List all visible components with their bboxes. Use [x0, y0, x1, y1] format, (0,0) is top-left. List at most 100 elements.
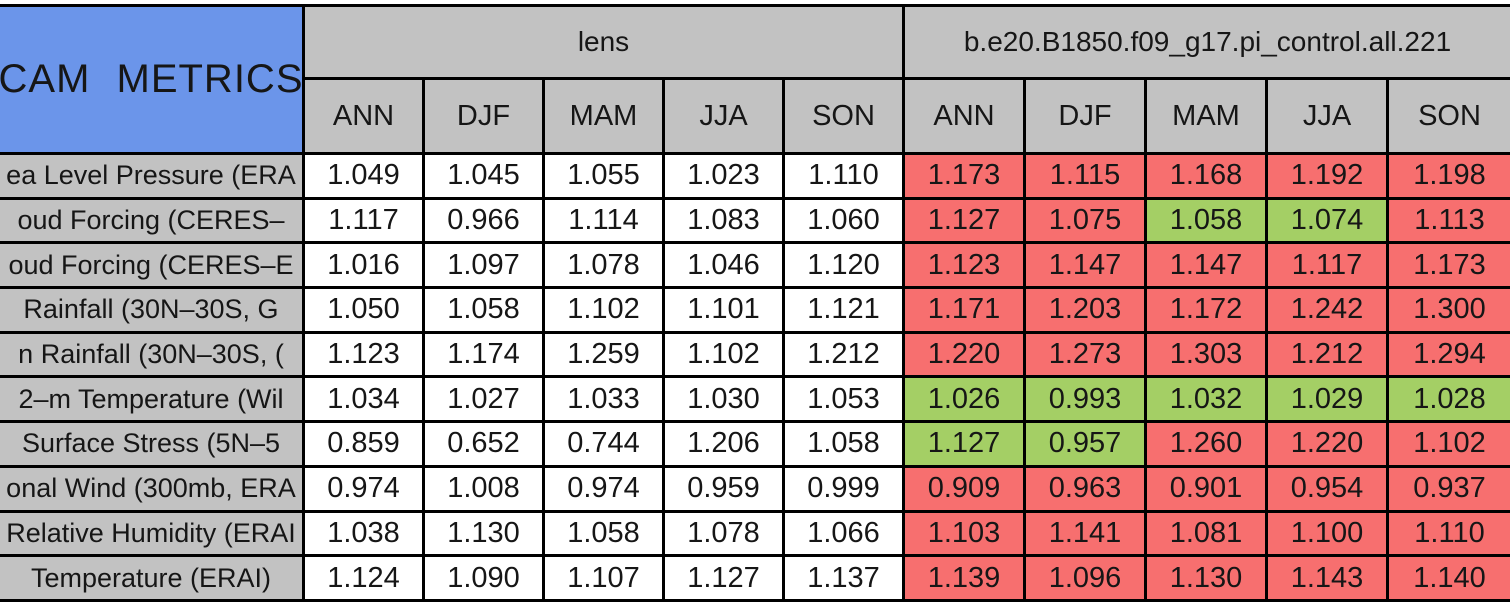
- metric-value-lens: 1.090: [425, 557, 545, 602]
- metric-value-control: 1.032: [1147, 378, 1268, 424]
- metric-value-control: 1.028: [1389, 378, 1510, 424]
- metric-value-control: 1.081: [1147, 512, 1268, 558]
- metric-value-control: 1.127: [905, 423, 1026, 468]
- metric-value-lens: 1.107: [545, 557, 665, 602]
- metric-value-control: 1.171: [905, 289, 1026, 334]
- metric-value-control: 1.058: [1147, 199, 1268, 245]
- metric-value-lens: 1.101: [665, 289, 785, 334]
- season-header-lens-son: SON: [785, 80, 905, 155]
- metric-label: n Rainfall (30N–30S, (: [0, 333, 305, 379]
- metric-value-control: 0.993: [1026, 378, 1147, 424]
- metric-value-control: 1.115: [1026, 155, 1147, 200]
- metric-value-lens: 1.124: [305, 557, 425, 602]
- metric-label: Rainfall (30N–30S, G: [0, 289, 305, 334]
- metric-value-lens: 1.066: [785, 512, 905, 558]
- metric-value-control: 1.212: [1268, 333, 1389, 379]
- metric-value-control: 1.273: [1026, 333, 1147, 379]
- metric-value-lens: 1.127: [665, 557, 785, 602]
- season-header-control-jja: JJA: [1268, 80, 1389, 155]
- metric-value-lens: 1.097: [425, 244, 545, 290]
- metric-value-lens: 1.114: [545, 199, 665, 245]
- metric-value-lens: 0.999: [785, 467, 905, 513]
- metric-value-lens: 1.121: [785, 289, 905, 334]
- metric-value-control: 1.172: [1147, 289, 1268, 334]
- metric-value-lens: 1.049: [305, 155, 425, 200]
- metric-value-control: 1.168: [1147, 155, 1268, 200]
- metric-value-lens: 1.050: [305, 289, 425, 334]
- metric-value-lens: 1.060: [785, 199, 905, 245]
- metric-value-lens: 1.046: [665, 244, 785, 290]
- metric-value-control: 1.113: [1389, 199, 1510, 245]
- metric-value-control: 1.300: [1389, 289, 1510, 334]
- metric-value-lens: 1.102: [665, 333, 785, 379]
- metric-label: 2–m Temperature (Wil: [0, 378, 305, 424]
- metric-label: ea Level Pressure (ERA: [0, 155, 305, 200]
- season-header-lens-djf: DJF: [425, 80, 545, 155]
- metric-value-lens: 1.078: [665, 512, 785, 558]
- metric-value-control: 1.075: [1026, 199, 1147, 245]
- metric-value-lens: 1.137: [785, 557, 905, 602]
- metric-value-lens: 1.078: [545, 244, 665, 290]
- metric-value-lens: 1.053: [785, 378, 905, 424]
- metric-value-lens: 1.117: [305, 199, 425, 245]
- metric-value-lens: 0.652: [425, 423, 545, 468]
- metric-value-control: 1.074: [1268, 199, 1389, 245]
- metric-value-control: 1.147: [1026, 244, 1147, 290]
- metric-value-control: 1.192: [1268, 155, 1389, 200]
- metric-value-control: 1.103: [905, 512, 1026, 558]
- season-header-lens-mam: MAM: [545, 80, 665, 155]
- metric-value-control: 0.937: [1389, 467, 1510, 513]
- metric-value-control: 1.203: [1026, 289, 1147, 334]
- metric-value-control: 1.260: [1147, 423, 1268, 468]
- metric-value-lens: 0.966: [425, 199, 545, 245]
- metric-value-control: 0.901: [1147, 467, 1268, 513]
- metric-value-lens: 1.033: [545, 378, 665, 424]
- metric-value-control: 1.198: [1389, 155, 1510, 200]
- metric-value-control: 1.130: [1147, 557, 1268, 602]
- metric-value-control: 0.954: [1268, 467, 1389, 513]
- metric-value-lens: 1.212: [785, 333, 905, 379]
- metric-value-control: 1.242: [1268, 289, 1389, 334]
- metric-value-lens: 1.259: [545, 333, 665, 379]
- table-title: CAM METRICS: [0, 57, 304, 101]
- metric-label: Relative Humidity (ERAI: [0, 512, 305, 558]
- metric-value-control: 1.096: [1026, 557, 1147, 602]
- table-title-cell: CAM METRICS: [0, 7, 305, 155]
- metric-value-control: 0.957: [1026, 423, 1147, 468]
- cam-metrics-table: CAM METRICS lens b.e20.B1850.f09_g17.pi_…: [0, 4, 1510, 602]
- metric-value-control: 1.220: [1268, 423, 1389, 468]
- metric-value-control: 1.220: [905, 333, 1026, 379]
- metric-value-lens: 1.045: [425, 155, 545, 200]
- metric-value-lens: 1.130: [425, 512, 545, 558]
- metric-value-control: 1.173: [1389, 244, 1510, 290]
- metric-value-control: 1.127: [905, 199, 1026, 245]
- metric-value-control: 1.123: [905, 244, 1026, 290]
- model-header-control-run: b.e20.B1850.f09_g17.pi_control.all.221: [905, 7, 1510, 80]
- metric-value-lens: 1.120: [785, 244, 905, 290]
- metric-value-lens: 1.058: [785, 423, 905, 468]
- metric-value-lens: 1.023: [665, 155, 785, 200]
- metric-value-lens: 1.034: [305, 378, 425, 424]
- season-header-control-son: SON: [1389, 80, 1510, 155]
- metric-value-control: 0.963: [1026, 467, 1147, 513]
- metric-value-control: 1.139: [905, 557, 1026, 602]
- season-header-control-ann: ANN: [905, 80, 1026, 155]
- metric-value-lens: 1.174: [425, 333, 545, 379]
- metric-value-lens: 1.206: [665, 423, 785, 468]
- season-header-lens-ann: ANN: [305, 80, 425, 155]
- metric-value-control: 0.909: [905, 467, 1026, 513]
- metric-value-control: 1.026: [905, 378, 1026, 424]
- metric-value-control: 1.110: [1389, 512, 1510, 558]
- metric-value-control: 1.117: [1268, 244, 1389, 290]
- metric-label: oud Forcing (CERES–: [0, 199, 305, 245]
- metric-value-control: 1.303: [1147, 333, 1268, 379]
- metric-value-control: 1.173: [905, 155, 1026, 200]
- metric-value-control: 1.141: [1026, 512, 1147, 558]
- metric-value-lens: 1.123: [305, 333, 425, 379]
- metric-value-lens: 0.959: [665, 467, 785, 513]
- metric-value-lens: 1.016: [305, 244, 425, 290]
- metric-value-control: 1.100: [1268, 512, 1389, 558]
- metric-value-lens: 0.974: [305, 467, 425, 513]
- metric-value-control: 1.143: [1268, 557, 1389, 602]
